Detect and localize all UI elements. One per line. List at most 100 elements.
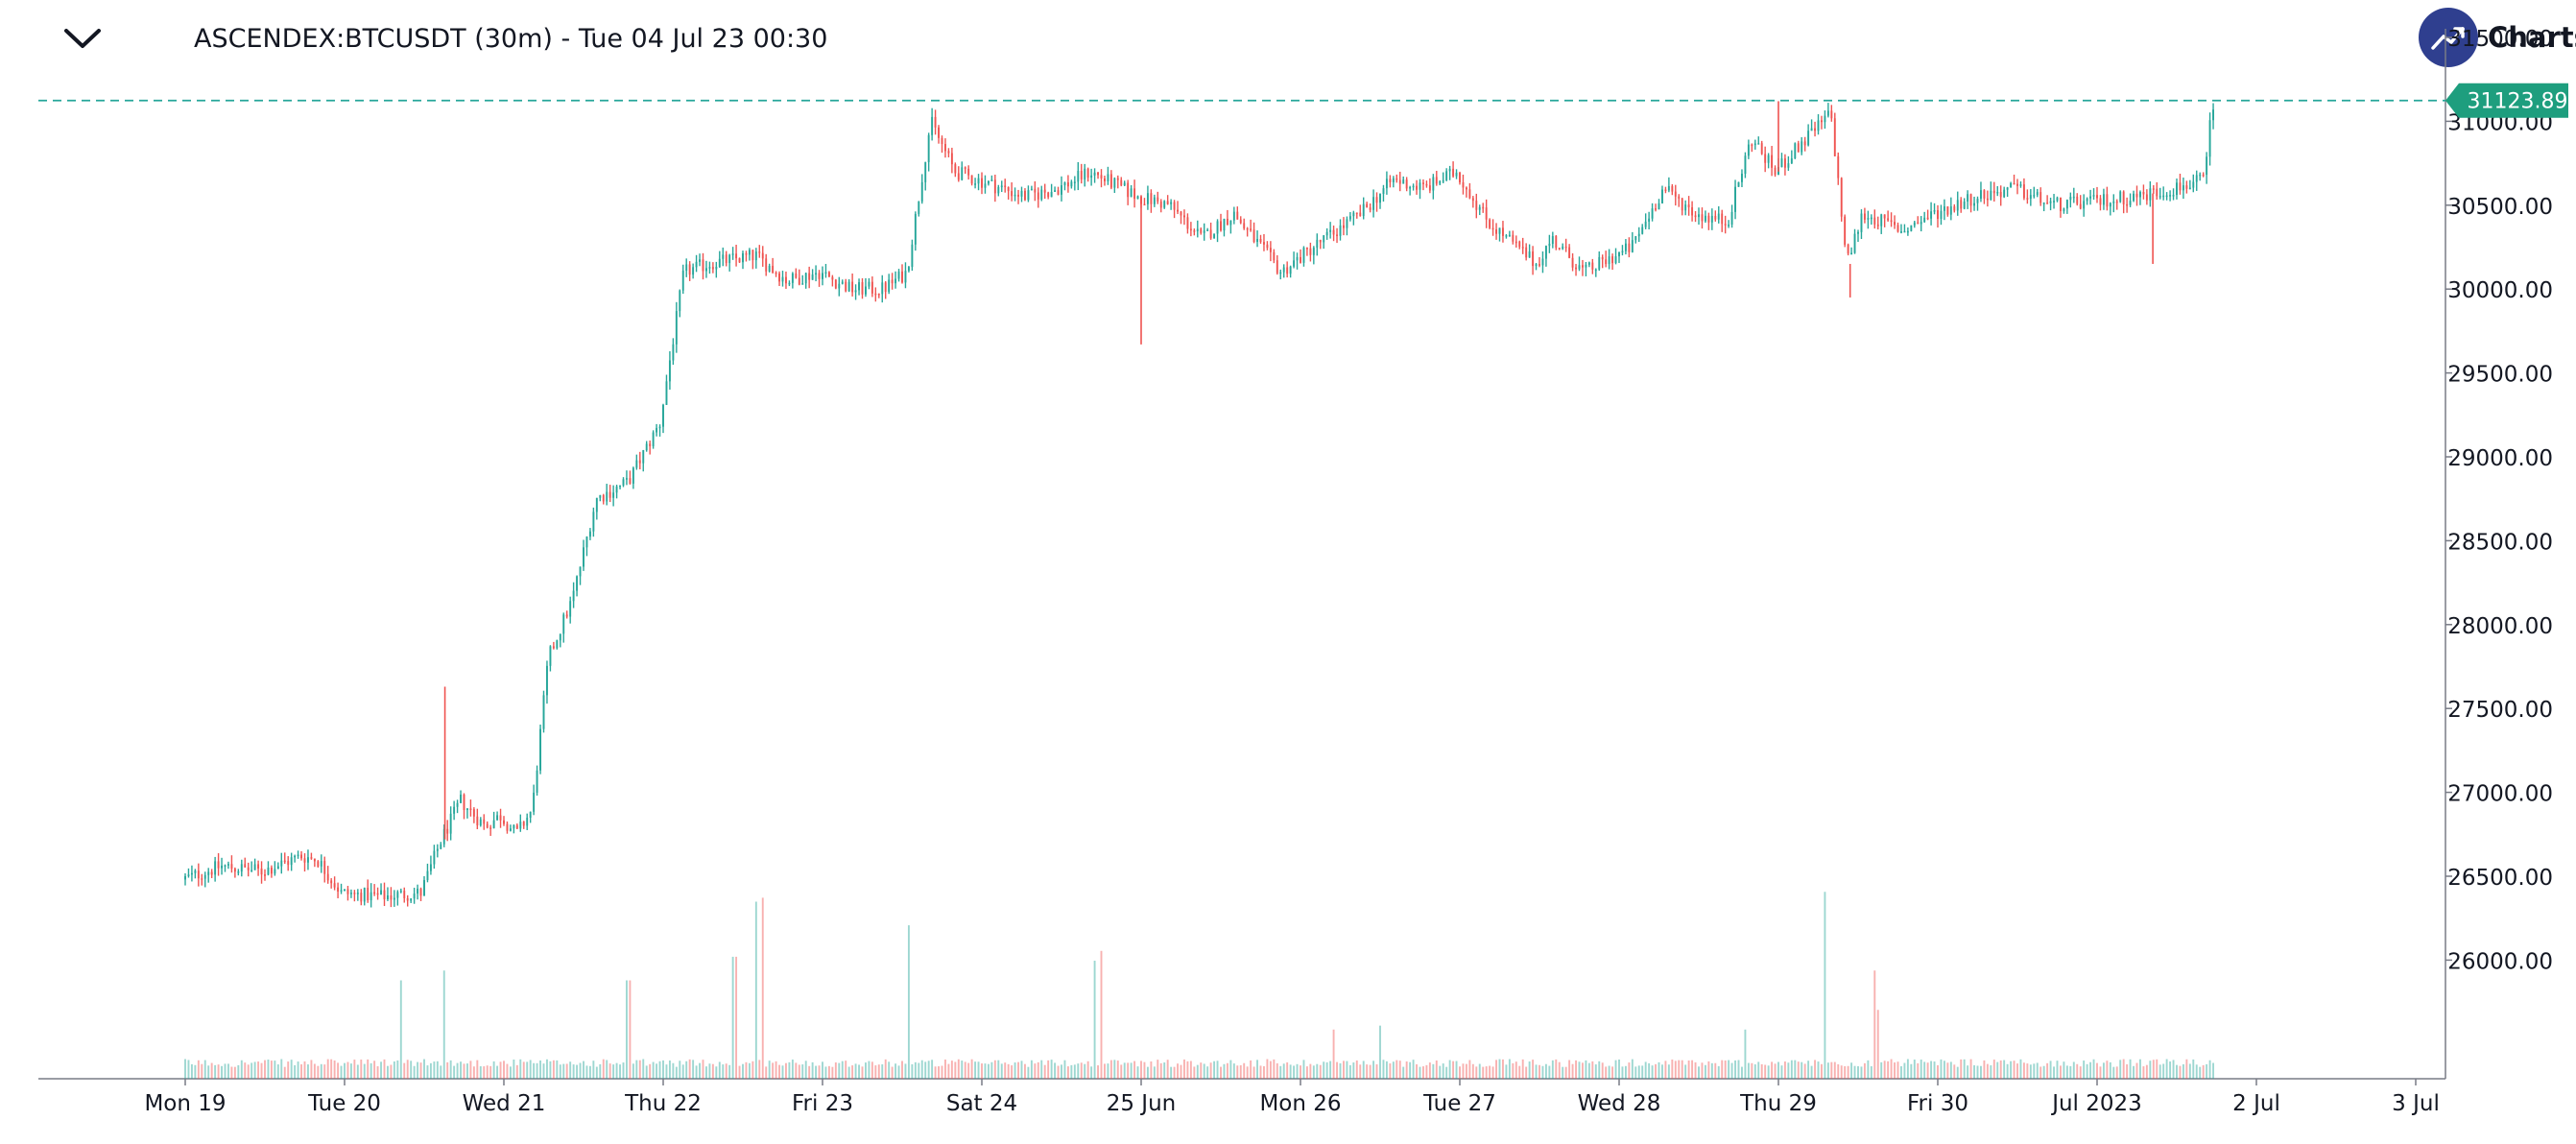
- volume-bar: [2013, 1061, 2015, 1079]
- volume-bar: [376, 1065, 379, 1079]
- volume-bar: [340, 1065, 343, 1079]
- y-tick-label: 27500.00: [2447, 698, 2553, 723]
- candle-body: [2069, 197, 2072, 201]
- volume-bar: [506, 1063, 509, 1079]
- candle-body: [1422, 182, 1424, 184]
- volume-bar: [529, 1060, 532, 1079]
- volume-bar: [542, 1063, 545, 1079]
- candle-body: [1375, 197, 1378, 203]
- x-tick-label: Jul 2023: [2050, 1091, 2142, 1116]
- volume-bar: [1305, 1066, 1308, 1079]
- volume-bar: [679, 1061, 681, 1079]
- candle-body: [871, 281, 873, 294]
- volume-bar: [1054, 1062, 1057, 1079]
- collapse-button[interactable]: [54, 13, 111, 63]
- candle-body: [453, 806, 456, 814]
- volume-bar: [337, 1062, 340, 1079]
- candle-body: [964, 167, 966, 169]
- candle-body: [1963, 202, 1966, 209]
- volume-bar: [1471, 1063, 1474, 1079]
- candle-body: [1767, 155, 1770, 163]
- candle-body: [303, 858, 306, 863]
- candle-body: [572, 590, 575, 602]
- volume-bar: [1395, 1060, 1398, 1079]
- candle-body: [353, 893, 356, 894]
- volume-bar: [1601, 1062, 1604, 1079]
- volume-bar: [274, 1061, 276, 1079]
- volume-bar: [681, 1064, 684, 1079]
- candle-body: [1730, 211, 1733, 226]
- candle-body: [456, 802, 459, 807]
- volume-bar: [801, 1064, 804, 1079]
- volume-bar: [1157, 1060, 1159, 1079]
- volume-bar: [1512, 1062, 1515, 1079]
- volume-bar: [1741, 1066, 1743, 1079]
- volume-bar: [1744, 1029, 1747, 1079]
- candle-body: [1445, 171, 1448, 180]
- candle-body: [748, 250, 751, 255]
- candle-body: [187, 874, 190, 876]
- volume-bar: [1674, 1061, 1677, 1079]
- volume-bar: [1824, 892, 1826, 1079]
- x-tick-label: Wed 21: [463, 1091, 546, 1116]
- candle-body: [745, 252, 748, 255]
- candle-body: [920, 181, 923, 203]
- last-price-label: 31123.89: [2445, 83, 2568, 118]
- volume-bar: [934, 1066, 937, 1079]
- candle-body: [1568, 247, 1571, 258]
- volume-bar: [1568, 1060, 1571, 1079]
- volume-bar: [2195, 1064, 2198, 1079]
- candle-body: [549, 646, 552, 666]
- candle-body: [440, 844, 442, 849]
- volume-bar: [1611, 1066, 1614, 1079]
- volume-bar: [533, 1062, 536, 1079]
- candle-body: [931, 116, 934, 135]
- candle-body: [1159, 201, 1162, 208]
- candle-body: [1293, 260, 1296, 267]
- candle-body: [2096, 195, 2098, 199]
- candle-body: [486, 823, 489, 828]
- candle-body: [990, 179, 993, 181]
- candle-body: [1316, 239, 1319, 249]
- volume-bar: [440, 1065, 442, 1079]
- volume-bar: [827, 1065, 830, 1079]
- volume-bar: [283, 1066, 286, 1079]
- volume-bar: [645, 1065, 648, 1079]
- volume-bar: [1535, 1064, 1538, 1079]
- candle-body: [585, 536, 588, 548]
- candle-body: [765, 258, 768, 272]
- candle-body: [679, 290, 681, 312]
- candle-body: [1687, 204, 1690, 208]
- candle-body: [390, 894, 393, 900]
- volume-bar: [1538, 1064, 1540, 1079]
- volume-bar: [1764, 1064, 1767, 1079]
- candle-body: [1047, 192, 1050, 198]
- volume-bar: [1910, 1063, 1913, 1079]
- volume-bar: [845, 1061, 847, 1079]
- candle-body: [1389, 179, 1392, 182]
- candle-body: [1027, 190, 1030, 201]
- volume-bar: [1721, 1060, 1724, 1079]
- volume-bar: [931, 1060, 934, 1079]
- volume-bar: [297, 1061, 299, 1079]
- candle-body: [513, 824, 515, 829]
- volume-bar: [2036, 1062, 2039, 1079]
- candle-body: [1329, 229, 1332, 232]
- candle-body: [1611, 256, 1614, 264]
- volume-bar: [608, 1063, 611, 1079]
- candle-body: [1913, 222, 1916, 226]
- candle-body: [344, 889, 346, 892]
- candle-body: [1655, 208, 1657, 210]
- volume-bar: [1113, 1060, 1116, 1079]
- candle-body: [197, 870, 200, 879]
- volume-bar: [463, 1063, 465, 1079]
- candle-body: [1273, 251, 1276, 261]
- candle-body: [824, 272, 827, 274]
- volume-bar: [1946, 1062, 1949, 1079]
- candle-body: [1478, 206, 1481, 210]
- volume-bar: [1226, 1062, 1228, 1079]
- volume-bar: [1007, 1063, 1010, 1079]
- volume-bar: [804, 1061, 807, 1079]
- candle-body: [606, 491, 608, 502]
